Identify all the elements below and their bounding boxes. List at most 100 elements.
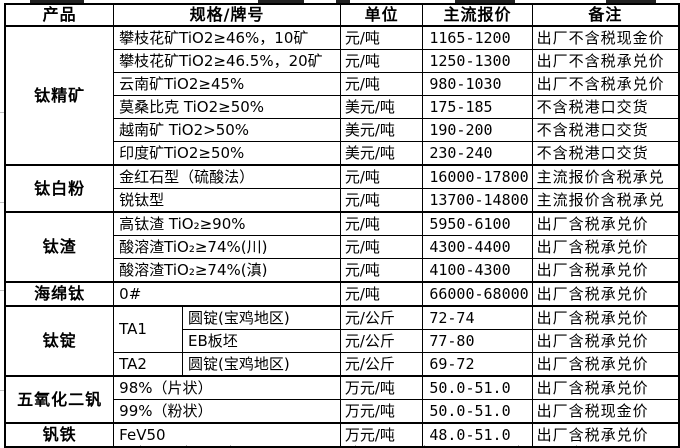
note-cell: 不含税港口交货: [531, 141, 680, 166]
gridline-stub: [0, 290, 4, 291]
product-cell: 钛白粉: [4, 164, 115, 213]
col-header-unit: 单位: [339, 3, 424, 27]
spec-cell: 圆锭(宝鸡地区): [182, 305, 341, 330]
unit-cell: 万元/吨: [339, 375, 424, 400]
price-cell: 77-80: [422, 329, 533, 353]
unit-cell: 元/吨: [339, 281, 424, 307]
unit-cell: 元/吨: [339, 188, 424, 213]
spec-cell: 锐钛型: [113, 188, 341, 213]
header-row: 产品 规格/牌号 单位 主流报价 备注: [4, 3, 680, 27]
note-cell: 出厂含税承兑价: [531, 422, 680, 448]
note-cell: 出厂含税承兑价: [531, 329, 680, 353]
note-cell: 不含税港口交货: [531, 95, 680, 119]
price-cell: 69-72: [422, 352, 533, 377]
price-cell: 16000-17800: [422, 164, 533, 189]
unit-cell: 元/吨: [339, 211, 424, 236]
note-cell: 出厂不含税现金价: [531, 25, 680, 50]
table-row: 五氧化二钒 98%（片状） 万元/吨 50.0-51.0 出厂含税承兑价: [4, 375, 680, 424]
note-cell: 主流报价含税承兑: [531, 188, 680, 213]
grade-cell: TA2: [113, 352, 184, 377]
spec-cell: 0#: [113, 281, 341, 307]
note-cell: 出厂含税承兑价: [531, 211, 680, 236]
spec-cell: 酸溶渣TiO₂≥74%(滇): [113, 258, 341, 283]
grade-cell: TA1: [113, 305, 184, 353]
table-row: 钛精矿 攀枝花矿TiO2≥46%，10矿 元/吨 1165-1200 出厂不含税…: [4, 25, 680, 166]
gridline-stub: [0, 202, 4, 203]
table-row: TA2 圆锭(宝鸡地区) 元/公斤 69-72 出厂含税承兑价: [5, 352, 680, 377]
spec-cell: 莫桑比克 TiO2≥50%: [113, 95, 341, 119]
price-cell: 980-1030: [422, 72, 533, 96]
unit-cell: 元/吨: [339, 164, 424, 189]
unit-cell: 元/吨: [339, 49, 424, 73]
unit-cell: 美元/吨: [339, 95, 424, 119]
col-header-note: 备注: [531, 3, 680, 27]
note-cell: 出厂含税承兑价: [531, 235, 680, 259]
product-cell: 五氧化二钒: [4, 375, 115, 424]
gridline-stub: [0, 112, 4, 113]
cropped-text-fragment: [455, 0, 515, 3]
cropped-text-fragment: [30, 0, 84, 3]
note-cell: 出厂不含税承兑价: [531, 49, 680, 73]
table-row: 越南矿 TiO2>50% 美元/吨 190-200 不含税港口交货: [5, 118, 680, 142]
table-row: EB板坯 元/公斤 77-80 出厂含税承兑价: [5, 329, 680, 353]
price-cell: 13700-14800: [422, 188, 533, 213]
price-cell: 72-74: [422, 305, 533, 330]
spec-cell: 云南矿TiO2≥45%: [113, 72, 341, 96]
note-cell: 出厂含税承兑价: [531, 305, 680, 330]
unit-cell: 元/吨: [339, 25, 424, 50]
unit-cell: 元/公斤: [339, 329, 424, 353]
table-row: 钛锭 TA1 圆锭(宝鸡地区) 元/公斤 72-74 出厂含税承兑价: [4, 305, 680, 377]
unit-cell: 万元/吨: [339, 422, 424, 448]
price-cell: 190-200: [422, 118, 533, 142]
commodity-price-table: 产品 规格/牌号 单位 主流报价 备注 钛精矿 攀枝花矿TiO2≥46%，10矿…: [4, 3, 680, 448]
table-row: 酸溶渣TiO₂≥74%(川) 元/吨 4300-4400 出厂含税承兑价: [5, 235, 680, 259]
spec-cell: EB板坯: [182, 329, 341, 353]
unit-cell: 元/吨: [339, 72, 424, 96]
unit-cell: 美元/吨: [339, 141, 424, 166]
unit-cell: 美元/吨: [339, 118, 424, 142]
table-row: 99%（粉状） 万元/吨 50.0-51.0 出厂含税现金价: [5, 399, 680, 424]
product-cell: 钒铁: [4, 422, 115, 448]
cropped-text-fragment: [606, 0, 656, 3]
price-cell: 1250-1300: [422, 49, 533, 73]
unit-cell: 元/公斤: [339, 305, 424, 330]
price-cell: 230-240: [422, 141, 533, 166]
unit-cell: 万元/吨: [339, 399, 424, 424]
spec-cell: 圆锭(宝鸡地区): [182, 352, 341, 377]
price-cell: 4300-4400: [422, 235, 533, 259]
product-cell: 海绵钛: [4, 281, 115, 307]
note-cell: 出厂含税承兑价: [531, 352, 680, 377]
note-cell: 出厂含税现金价: [531, 399, 680, 424]
spec-cell: FeV50: [113, 422, 341, 448]
price-cell: 48.0-51.0: [422, 422, 533, 448]
product-cell: 钛锭: [4, 305, 115, 377]
cropped-text-fragment: [336, 0, 350, 3]
col-header-spec: 规格/牌号: [113, 3, 341, 27]
spec-cell: 酸溶渣TiO₂≥74%(川): [113, 235, 341, 259]
price-cell: 1165-1200: [422, 25, 533, 50]
note-cell: 出厂含税承兑价: [531, 281, 680, 307]
col-header-price: 主流报价: [422, 3, 533, 27]
note-cell: 出厂含税承兑价: [531, 258, 680, 283]
col-header-product: 产品: [4, 3, 115, 27]
note-cell: 不含税港口交货: [531, 118, 680, 142]
note-cell: 出厂含税承兑价: [531, 375, 680, 400]
table-row: 钛白粉 金红石型（硫酸法） 元/吨 16000-17800 主流报价含税承兑: [4, 164, 680, 213]
price-cell: 50.0-51.0: [422, 375, 533, 400]
unit-cell: 元/吨: [339, 235, 424, 259]
price-cell: 4100-4300: [422, 258, 533, 283]
spec-cell: 高钛渣 TiO₂≥90%: [113, 211, 341, 236]
note-cell: 出厂不含税承兑价: [531, 72, 680, 96]
spec-cell: 金红石型（硫酸法）: [113, 164, 341, 189]
unit-cell: 元/吨: [339, 258, 424, 283]
spec-cell: 98%（片状）: [113, 375, 341, 400]
table-row: 攀枝花矿TiO2≥46.5%，20矿 元/吨 1250-1300 出厂不含税承兑…: [5, 49, 680, 73]
price-cell: 66000-68000: [422, 281, 533, 307]
product-cell: 钛渣: [4, 211, 115, 283]
spec-cell: 攀枝花矿TiO2≥46%，10矿: [113, 25, 341, 50]
cropped-text-fragment: [258, 0, 304, 3]
table-row: 钛渣 高钛渣 TiO₂≥90% 元/吨 5950-6100 出厂含税承兑价: [4, 211, 680, 283]
table-row: 印度矿TiO2≥50% 美元/吨 230-240 不含税港口交货: [5, 141, 680, 166]
gridline-stub: [0, 390, 4, 391]
